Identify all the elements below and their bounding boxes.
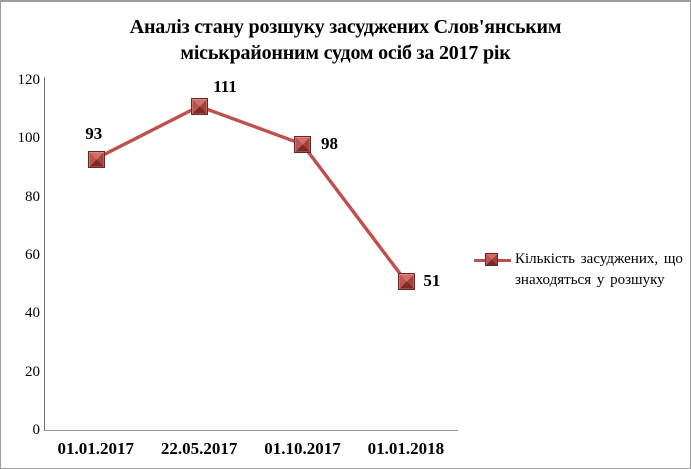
legend-label-line1: Кількість засуджених, що — [515, 251, 683, 267]
y-tick-label: 80 — [25, 188, 40, 205]
data-point-marker — [87, 150, 105, 168]
x-tick-label: 01.01.2017 — [57, 439, 134, 458]
legend: Кількість засуджених, що знаходяться у р… — [474, 249, 690, 291]
series-line — [93, 104, 408, 283]
data-point-marker — [397, 273, 415, 291]
data-point-label: 98 — [320, 134, 338, 154]
x-axis-line — [44, 430, 458, 431]
legend-marker-icon — [474, 249, 511, 271]
y-tick-label: 100 — [17, 130, 41, 147]
y-axis-line — [44, 77, 45, 431]
x-tick-label: 01.01.2018 — [367, 439, 445, 458]
chart-title: Аналіз стану розшуку засуджених Слов'янс… — [1, 14, 690, 66]
data-point-label: 51 — [423, 271, 441, 291]
y-tick-label: 120 — [17, 72, 41, 88]
data-point-marker — [294, 136, 312, 154]
x-tick-label: 01.10.2017 — [264, 439, 341, 458]
chart-title-line1: Аналіз стану розшуку засуджених Слов'янс… — [129, 16, 562, 38]
data-point-marker — [191, 98, 209, 116]
y-tick-label: 60 — [25, 247, 40, 263]
y-tick-label: 0 — [32, 422, 41, 438]
data-point-label: 93 — [85, 123, 103, 143]
legend-label-line2: знаходяться у розшуку — [515, 272, 665, 288]
y-tick-label: 40 — [25, 305, 40, 322]
y-tick-label: 20 — [25, 363, 40, 380]
legend-square-icon — [485, 253, 498, 266]
chart-title-line2: міськрайонним судом осіб за 2017 рік — [180, 42, 511, 64]
data-point-label: 111 — [213, 77, 237, 97]
legend-label: Кількість засуджених, що знаходяться у р… — [515, 249, 690, 291]
x-tick-label: 22.05.2017 — [160, 439, 238, 458]
